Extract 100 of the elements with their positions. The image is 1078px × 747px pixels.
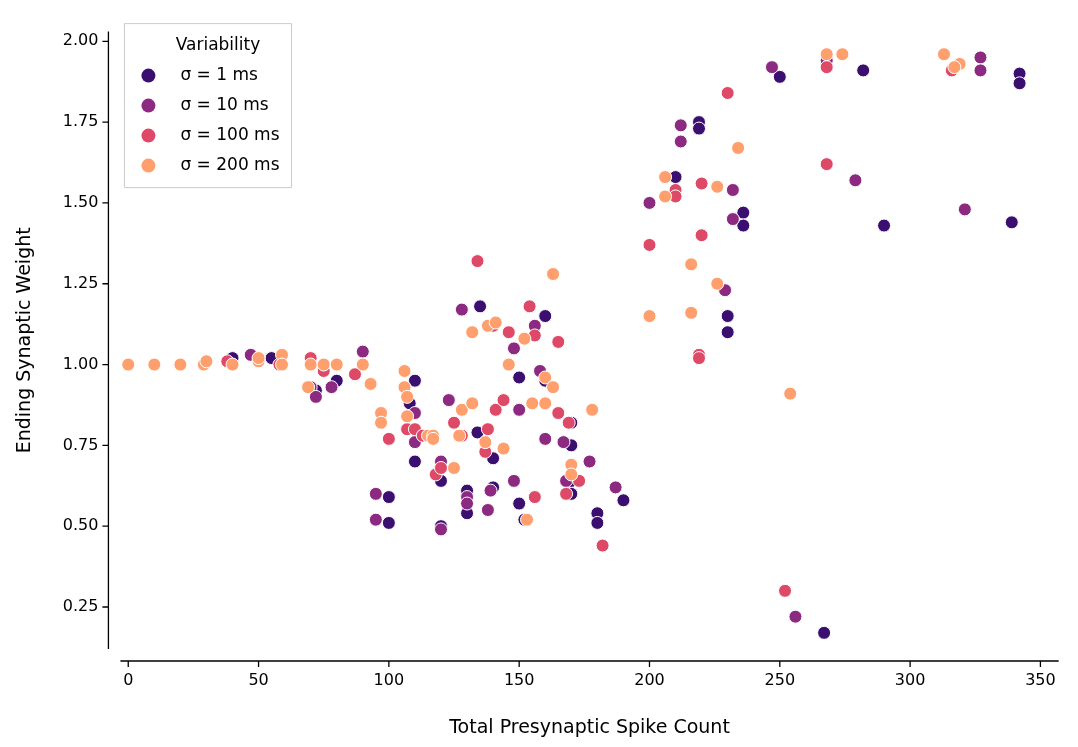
point: [447, 460, 462, 475]
point: [973, 63, 988, 78]
point: [673, 134, 688, 149]
point: [720, 325, 735, 340]
point: [454, 402, 469, 417]
point: [147, 357, 162, 372]
legend-title: Variability: [175, 34, 261, 55]
x-tick-label: 350: [1025, 669, 1056, 689]
point: [973, 50, 988, 65]
point: [692, 351, 707, 366]
y-tick-label: 1.25: [62, 272, 99, 292]
point: [400, 389, 415, 404]
point: [957, 202, 972, 217]
point: [642, 195, 657, 210]
point: [819, 47, 834, 62]
y-tick-label: 0.25: [62, 596, 99, 616]
point: [778, 583, 793, 598]
x-tick-label: 0: [123, 669, 134, 689]
point: [407, 373, 422, 388]
legend-label: σ = 100 ms: [180, 124, 280, 145]
y-tick-label: 1.50: [62, 192, 99, 212]
point: [551, 406, 566, 421]
point: [1012, 76, 1027, 91]
point: [465, 396, 480, 411]
point: [772, 69, 787, 84]
point: [303, 357, 318, 372]
point: [316, 357, 331, 372]
point: [447, 415, 462, 430]
point: [506, 473, 521, 488]
point: [658, 170, 673, 185]
point: [582, 454, 597, 469]
point: [835, 47, 850, 62]
point: [173, 357, 188, 372]
point: [608, 480, 623, 495]
legend-label: σ = 10 ms: [180, 94, 269, 115]
point: [936, 47, 951, 62]
point: [397, 364, 412, 379]
point: [788, 609, 803, 624]
point: [225, 357, 240, 372]
x-tick-label: 300: [894, 669, 926, 689]
point: [512, 370, 527, 385]
point: [363, 376, 378, 391]
point: [694, 228, 709, 243]
point: [400, 409, 415, 424]
point: [559, 486, 574, 501]
point: [308, 389, 323, 404]
point: [819, 60, 834, 75]
point: [454, 302, 469, 317]
point: [546, 267, 561, 282]
x-tick-label: 50: [248, 669, 269, 689]
point: [684, 305, 699, 320]
point: [616, 493, 631, 508]
point: [324, 380, 339, 395]
point: [564, 467, 579, 482]
point: [673, 118, 688, 133]
y-tick-label: 0.75: [62, 434, 99, 454]
point: [381, 490, 396, 505]
x-tick-label: 100: [373, 669, 405, 689]
point: [496, 393, 511, 408]
point: [473, 299, 488, 314]
point: [590, 515, 605, 530]
point: [720, 309, 735, 324]
y-tick-label: 1.00: [62, 353, 99, 373]
point: [595, 538, 610, 553]
point: [407, 454, 422, 469]
point: [501, 357, 516, 372]
point: [1004, 215, 1019, 230]
point: [736, 218, 751, 233]
point: [355, 357, 370, 372]
y-tick-label: 2.00: [62, 30, 99, 50]
point: [684, 257, 699, 272]
point: [381, 431, 396, 446]
point: [501, 325, 516, 340]
point: [480, 422, 495, 437]
point: [856, 63, 871, 78]
point: [512, 496, 527, 511]
point: [710, 179, 725, 194]
point: [433, 460, 448, 475]
point: [720, 86, 735, 101]
point: [368, 512, 383, 527]
point: [551, 334, 566, 349]
point: [642, 309, 657, 324]
legend-label: σ = 1 ms: [180, 64, 259, 85]
point: [556, 435, 571, 450]
x-tick-label: 200: [634, 669, 665, 689]
point: [347, 367, 362, 382]
point: [512, 402, 527, 417]
point: [817, 625, 832, 640]
point: [374, 415, 389, 430]
point: [470, 254, 485, 269]
point: [694, 176, 709, 191]
y-axis-title: Ending Synaptic Weight: [12, 227, 35, 454]
point: [848, 173, 863, 188]
point: [525, 396, 540, 411]
point: [441, 393, 456, 408]
point: [527, 490, 542, 505]
point: [538, 309, 553, 324]
point: [381, 515, 396, 530]
point: [368, 486, 383, 501]
point: [692, 121, 707, 136]
